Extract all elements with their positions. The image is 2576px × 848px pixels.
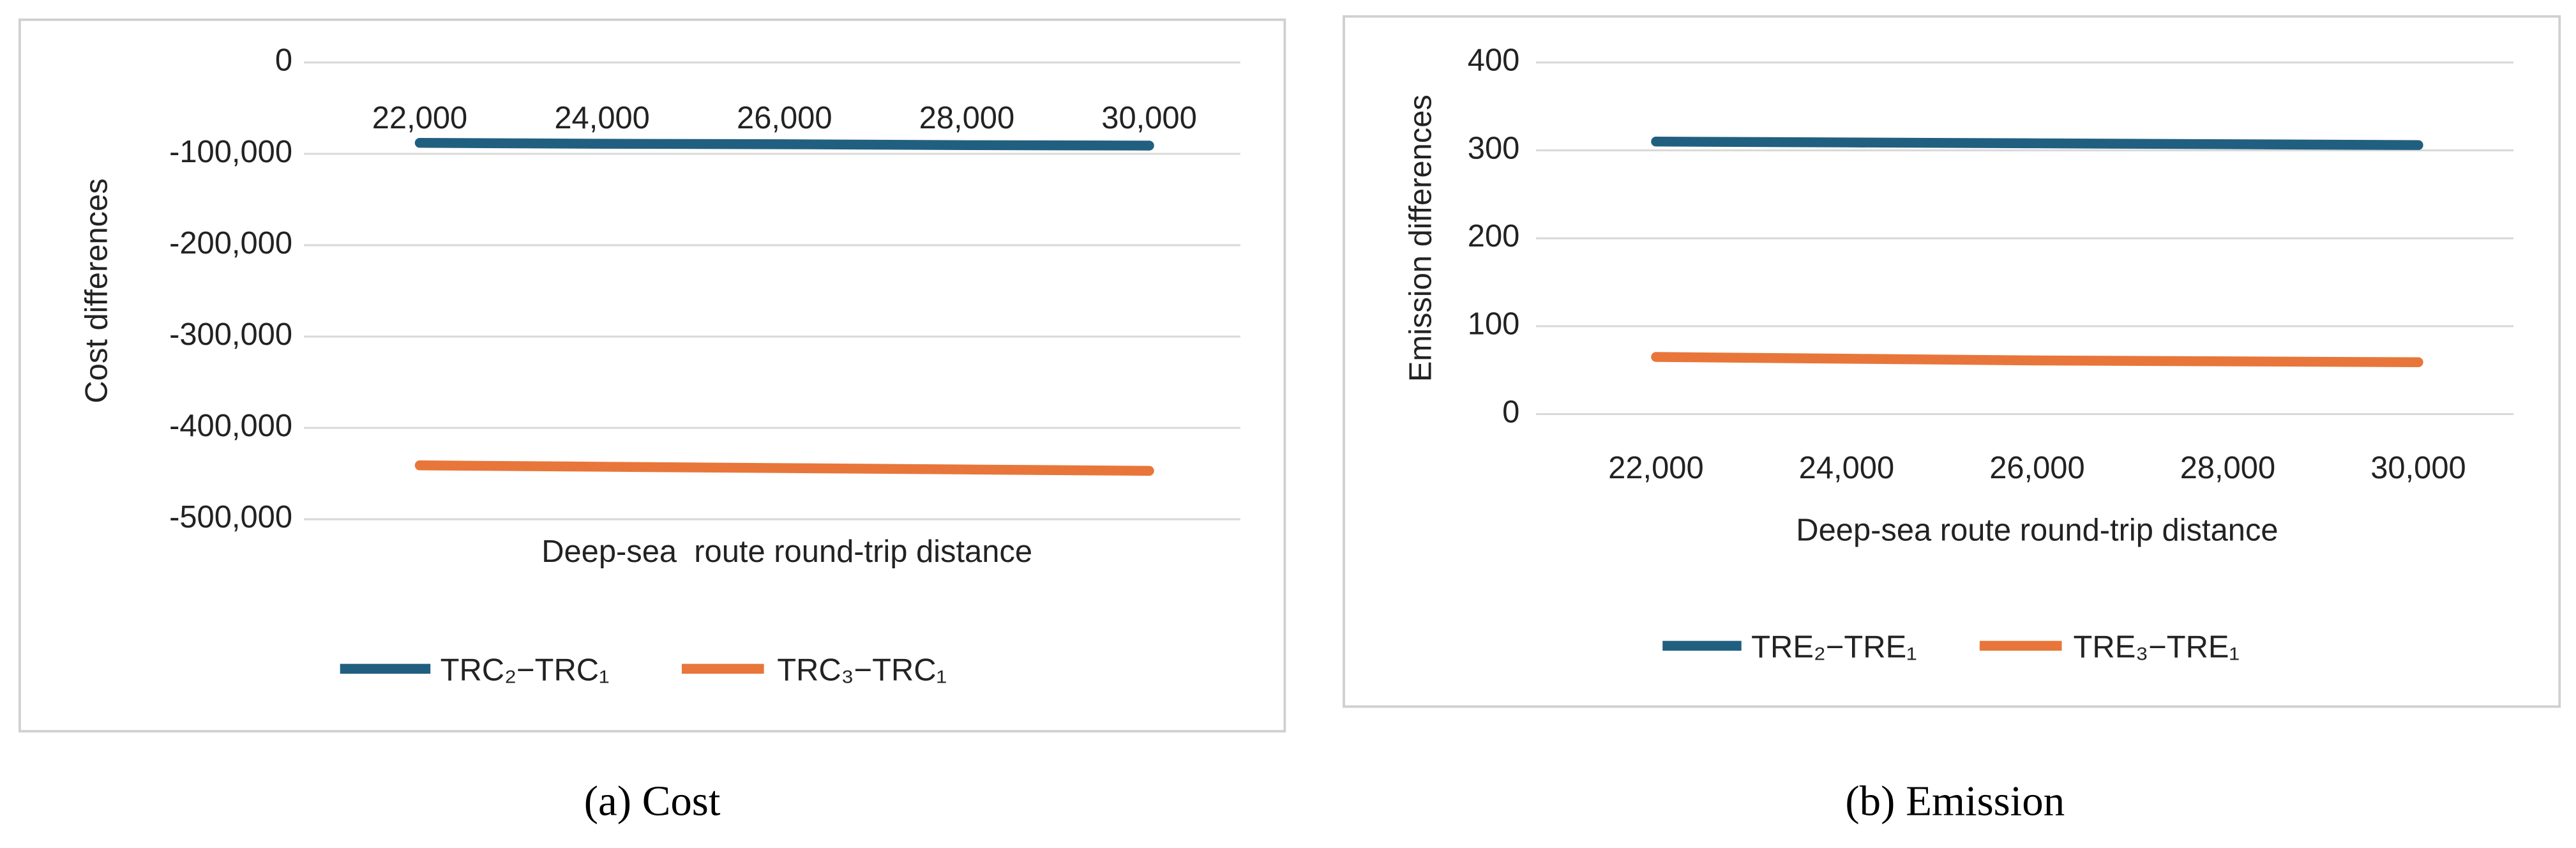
- y-tick-label: -200,000: [169, 226, 292, 261]
- x-tick-label: 22,000: [1608, 451, 1704, 485]
- x-tick-label: 30,000: [2370, 451, 2466, 485]
- x-tick-label: 30,000: [1101, 101, 1196, 135]
- y-tick-label: -400,000: [169, 409, 292, 443]
- x-axis-title: Deep-sea route round-trip distance: [1796, 513, 2278, 548]
- x-tick-label: 26,000: [1989, 451, 2085, 485]
- y-tick-label: 400: [1468, 43, 1520, 78]
- y-tick-label: 0: [275, 43, 292, 78]
- x-tick-label: 24,000: [1799, 451, 1895, 485]
- chart-frame: [18, 18, 1286, 733]
- y-axis-title: Emission differences: [1403, 95, 1438, 382]
- y-tick-label: 0: [1502, 395, 1519, 429]
- legend-label: TRC₃−TRC₁: [777, 653, 947, 687]
- line-series: [414, 460, 1154, 476]
- y-tick-label: 200: [1468, 219, 1520, 254]
- caption: (a) Cost: [584, 777, 721, 824]
- x-axis-title: Deep-sea route round-trip distance: [541, 534, 1032, 569]
- x-tick-label: 28,000: [2180, 451, 2276, 485]
- legend-label: TRE₂−TRE₁: [1751, 630, 1917, 664]
- legend-label: TRE₃−TRE₁: [2074, 630, 2240, 664]
- line-series: [1651, 136, 2423, 150]
- y-tick-label: -100,000: [169, 135, 292, 169]
- caption: (b) Emission: [1845, 777, 2065, 824]
- line-series: [414, 137, 1154, 151]
- x-tick-label: 28,000: [919, 101, 1015, 135]
- line-series: [1651, 352, 2423, 367]
- x-tick-label: 24,000: [554, 101, 650, 135]
- y-axis-title: Cost differences: [79, 178, 114, 403]
- x-tick-label: 26,000: [737, 101, 832, 135]
- x-tick-label: 22,000: [372, 101, 468, 135]
- y-tick-label: -300,000: [169, 317, 292, 352]
- y-tick-label: -500,000: [169, 500, 292, 534]
- legend-label: TRC₂−TRC₁: [441, 653, 610, 687]
- y-tick-label: 300: [1468, 131, 1520, 165]
- y-tick-label: 100: [1468, 307, 1520, 342]
